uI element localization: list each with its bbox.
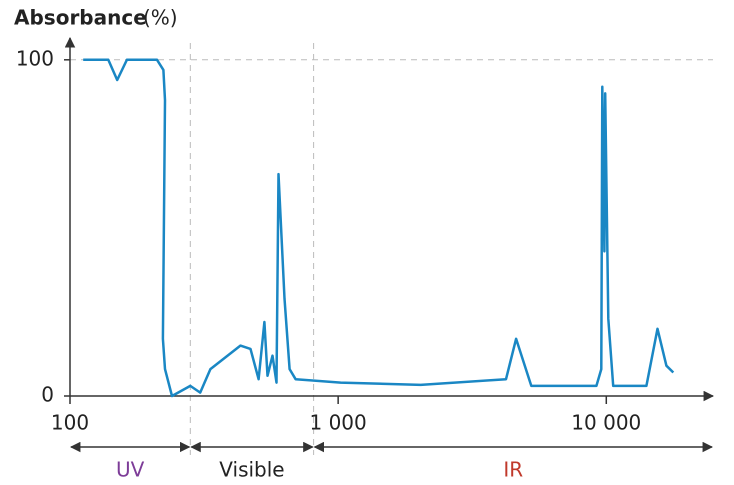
x-tick-label: 1 000 (310, 411, 367, 435)
region-label: UV (116, 458, 145, 482)
y-unit: (%) (143, 6, 178, 30)
x-tick-label: 10 000 (571, 411, 641, 435)
y-label: Absorbance (14, 6, 147, 30)
y-tick-label: 0 (41, 383, 54, 407)
data-line (83, 58, 675, 398)
y-tick-label: 100 (16, 46, 54, 70)
region-label: Visible (219, 458, 284, 482)
region-label: IR (503, 458, 523, 482)
x-tick-label: 100 (51, 411, 89, 435)
